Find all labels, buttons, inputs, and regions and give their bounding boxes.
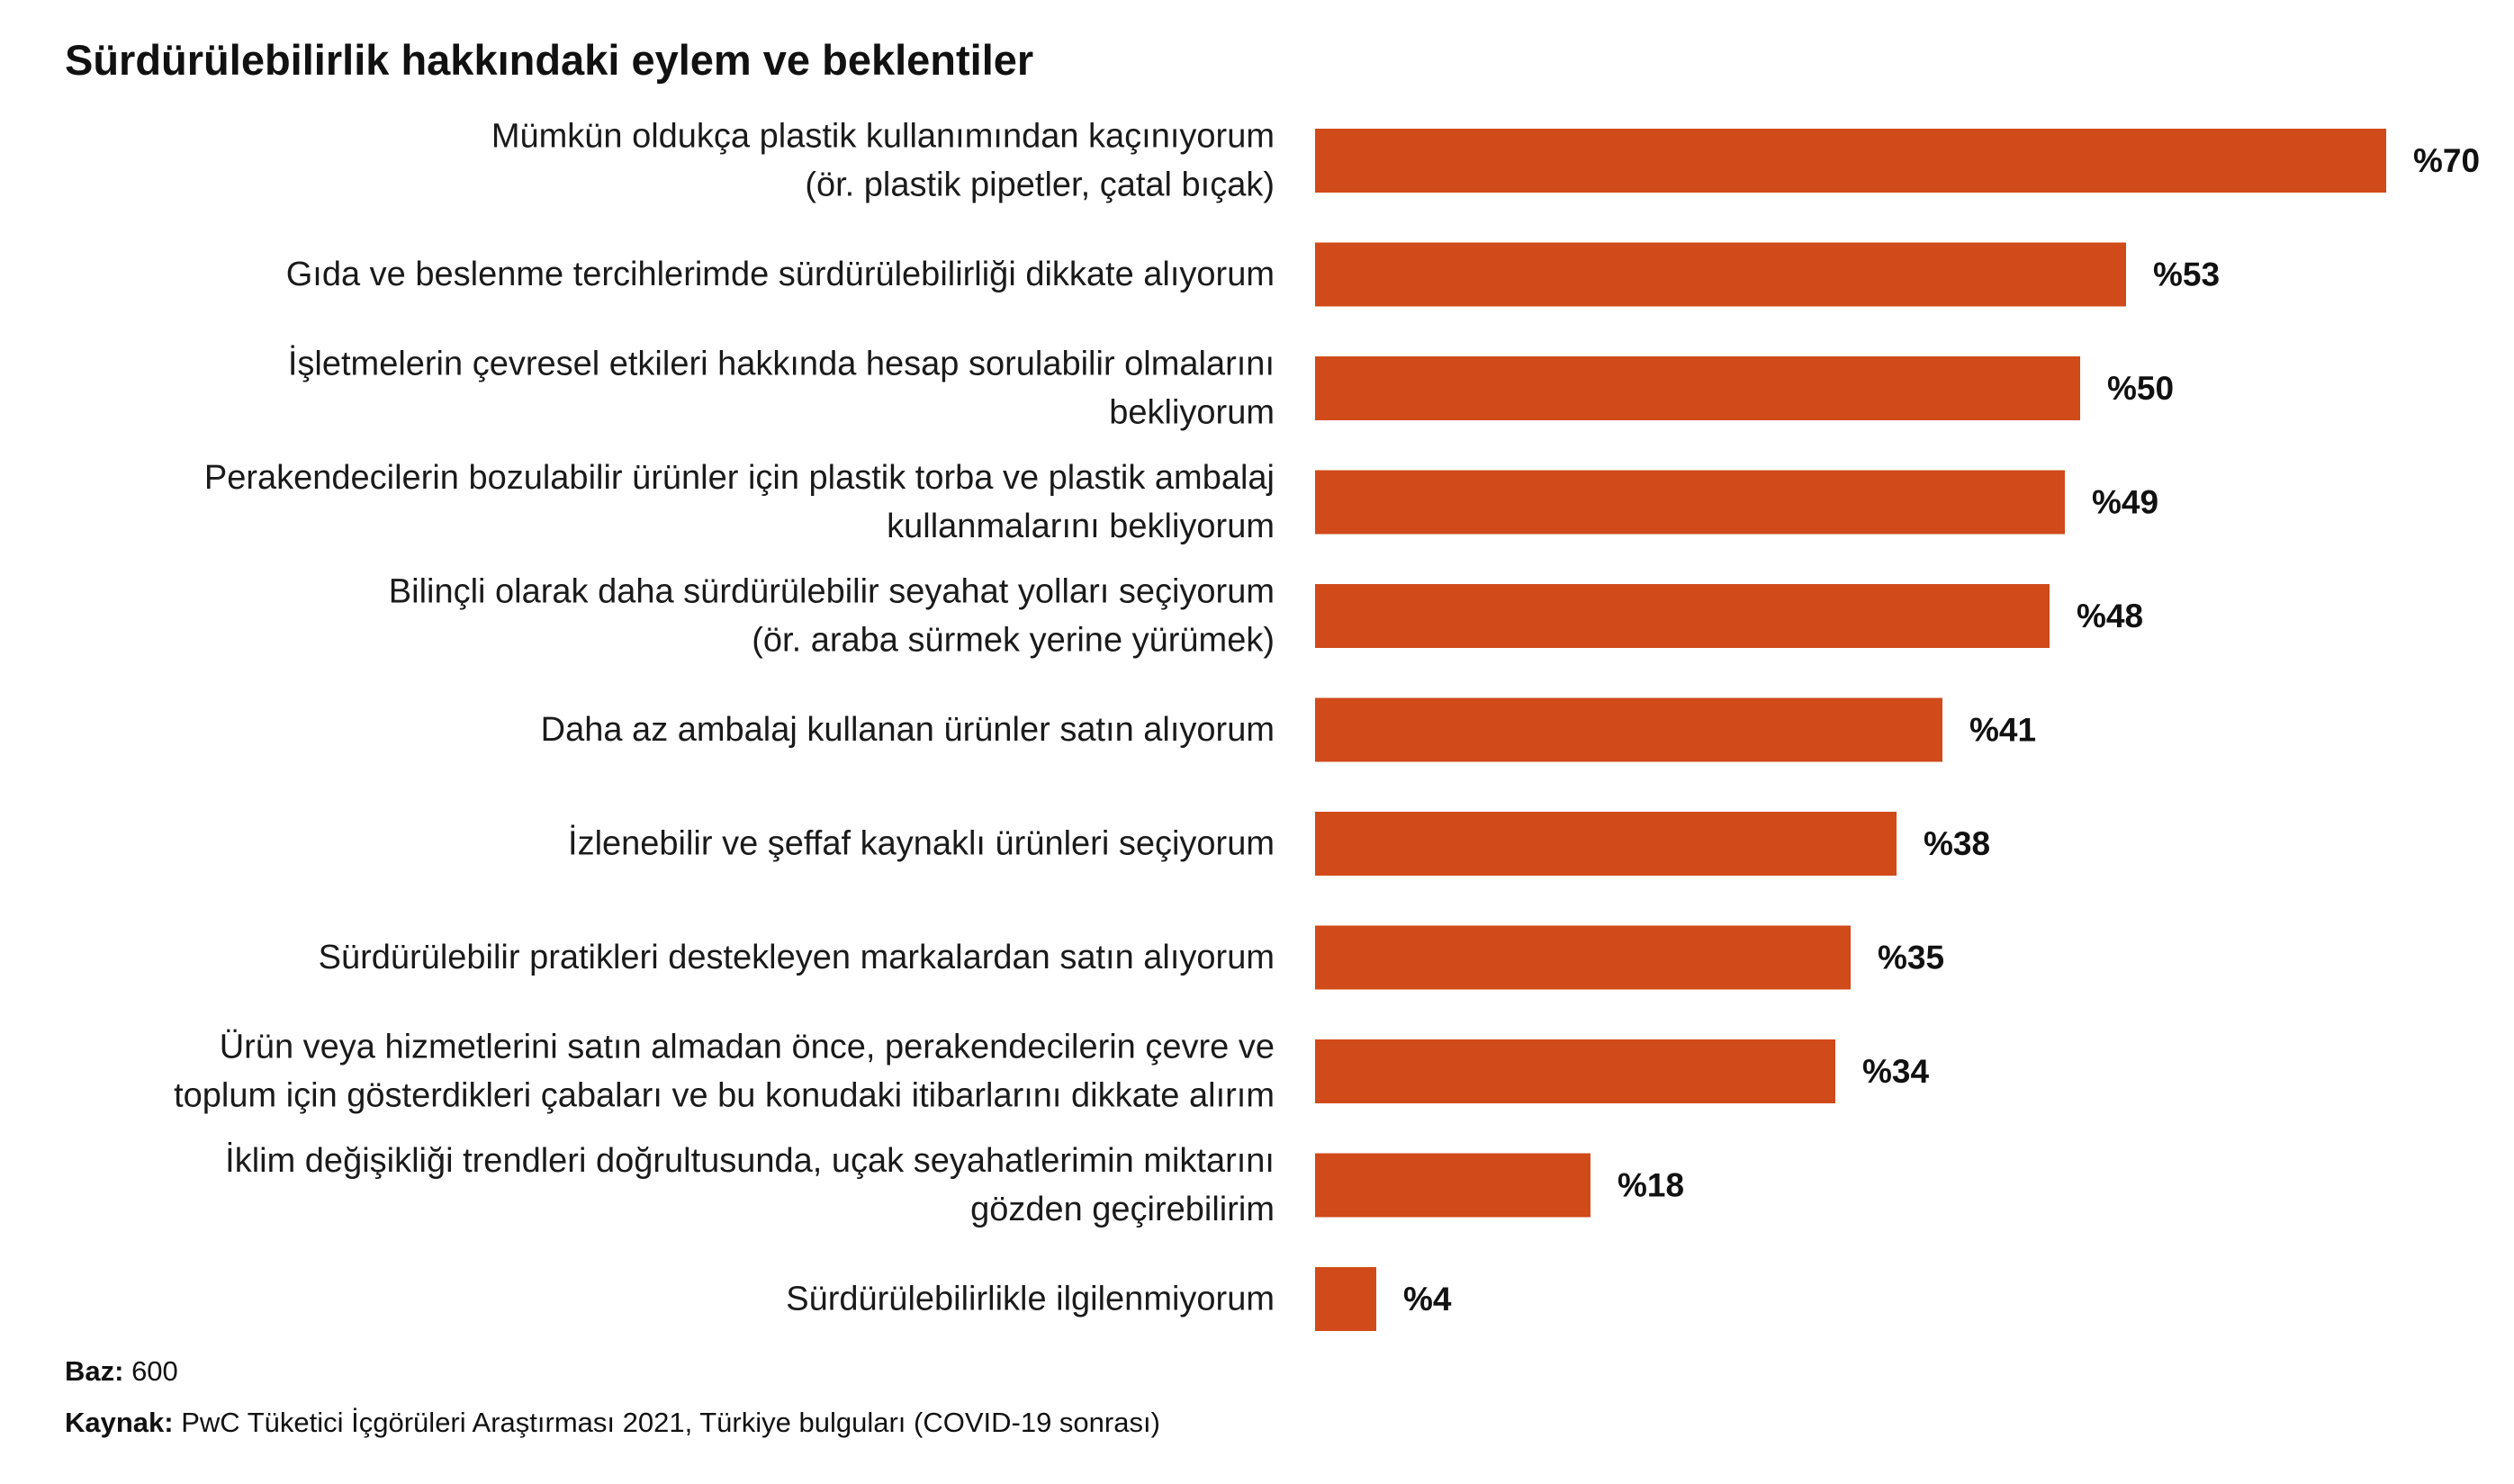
category-labels: Mümkün oldukça plastik kullanımından kaç… <box>174 118 1275 1318</box>
value-label-9: %34 <box>1862 1053 1929 1090</box>
chart-title: Sürdürülebilirlik hakkındaki eylem ve be… <box>65 36 1034 84</box>
category-label-4-line-2: kullanmalarını bekliyorum <box>887 508 1275 545</box>
category-label-5-line-2: (ör. araba sürmek yerine yürümek) <box>752 622 1275 660</box>
base-value: 600 <box>123 1355 178 1387</box>
bar-9 <box>1315 1039 1835 1103</box>
category-label-4-line-1: Perakendecilerin bozulabilir ürünler içi… <box>204 459 1275 497</box>
category-label-6: Daha az ambalaj kullanan ürünler satın a… <box>541 711 1275 749</box>
bar-7 <box>1315 812 1897 876</box>
base-label: Baz: <box>65 1355 124 1387</box>
category-label-10-line-2: gözden geçirebilirim <box>970 1191 1275 1228</box>
value-label-4: %49 <box>2092 484 2158 521</box>
category-label-9-line-2: toplum için gösterdikleri çabaları ve bu… <box>174 1077 1275 1115</box>
bar-11 <box>1315 1267 1376 1331</box>
category-label-1-line-2: (ör. plastik pipetler, çatal bıçak) <box>805 166 1275 204</box>
bar-4 <box>1315 470 2065 535</box>
value-label-7: %38 <box>1924 825 1990 862</box>
value-label-11: %4 <box>1403 1281 1452 1318</box>
bar-10 <box>1315 1153 1590 1218</box>
value-label-10: %18 <box>1617 1167 1684 1204</box>
category-label-5-line-1: Bilinçli olarak daha sürdürülebilir seya… <box>389 573 1275 611</box>
value-label-2: %53 <box>2153 256 2220 293</box>
category-label-9-line-1: Ürün veya hizmetlerini satın almadan önc… <box>220 1029 1275 1066</box>
category-label-10-line-1: İklim değişikliği trendleri doğrultusund… <box>225 1141 1275 1180</box>
bars-layer <box>1315 129 2386 1331</box>
bar-3 <box>1315 356 2080 420</box>
value-label-5: %48 <box>2077 598 2143 634</box>
source-note: Kaynak: PwC Tüketici İçgörüleri Araştırm… <box>65 1405 1160 1441</box>
bar-6 <box>1315 697 1942 762</box>
value-label-1: %70 <box>2413 142 2480 179</box>
category-label-3-line-1: İşletmelerin çevresel etkileri hakkında … <box>288 345 1275 383</box>
bar-5 <box>1315 584 2050 648</box>
bar-2 <box>1315 242 2126 307</box>
category-label-8: Sürdürülebilir pratikleri destekleyen ma… <box>319 939 1275 976</box>
value-label-3: %50 <box>2107 370 2174 407</box>
category-label-7: İzlenebilir ve şeffaf kaynaklı ürünleri … <box>568 824 1275 863</box>
base-note: Baz: 600 <box>65 1354 178 1390</box>
source-label: Kaynak: <box>65 1407 174 1438</box>
value-label-6: %41 <box>1969 712 2036 749</box>
value-labels: %70 %53 %50 %49 %48 %41 %38 %35 %34 %18 %4 <box>1403 142 2480 1318</box>
value-label-8: %35 <box>1878 940 1944 976</box>
category-label-1-line-1: Mümkün oldukça plastik kullanımından kaç… <box>491 118 1275 156</box>
source-value: PwC Tüketici İçgörüleri Araştırması 2021… <box>173 1407 1160 1438</box>
category-label-2: Gıda ve beslenme tercihlerimde sürdürüle… <box>286 256 1275 293</box>
category-label-3-line-2: bekliyorum <box>1109 394 1275 432</box>
category-label-11: Sürdürülebilirlikle ilgilenmiyorum <box>786 1281 1275 1318</box>
bar-1 <box>1315 129 2386 193</box>
bar-8 <box>1315 925 1851 990</box>
